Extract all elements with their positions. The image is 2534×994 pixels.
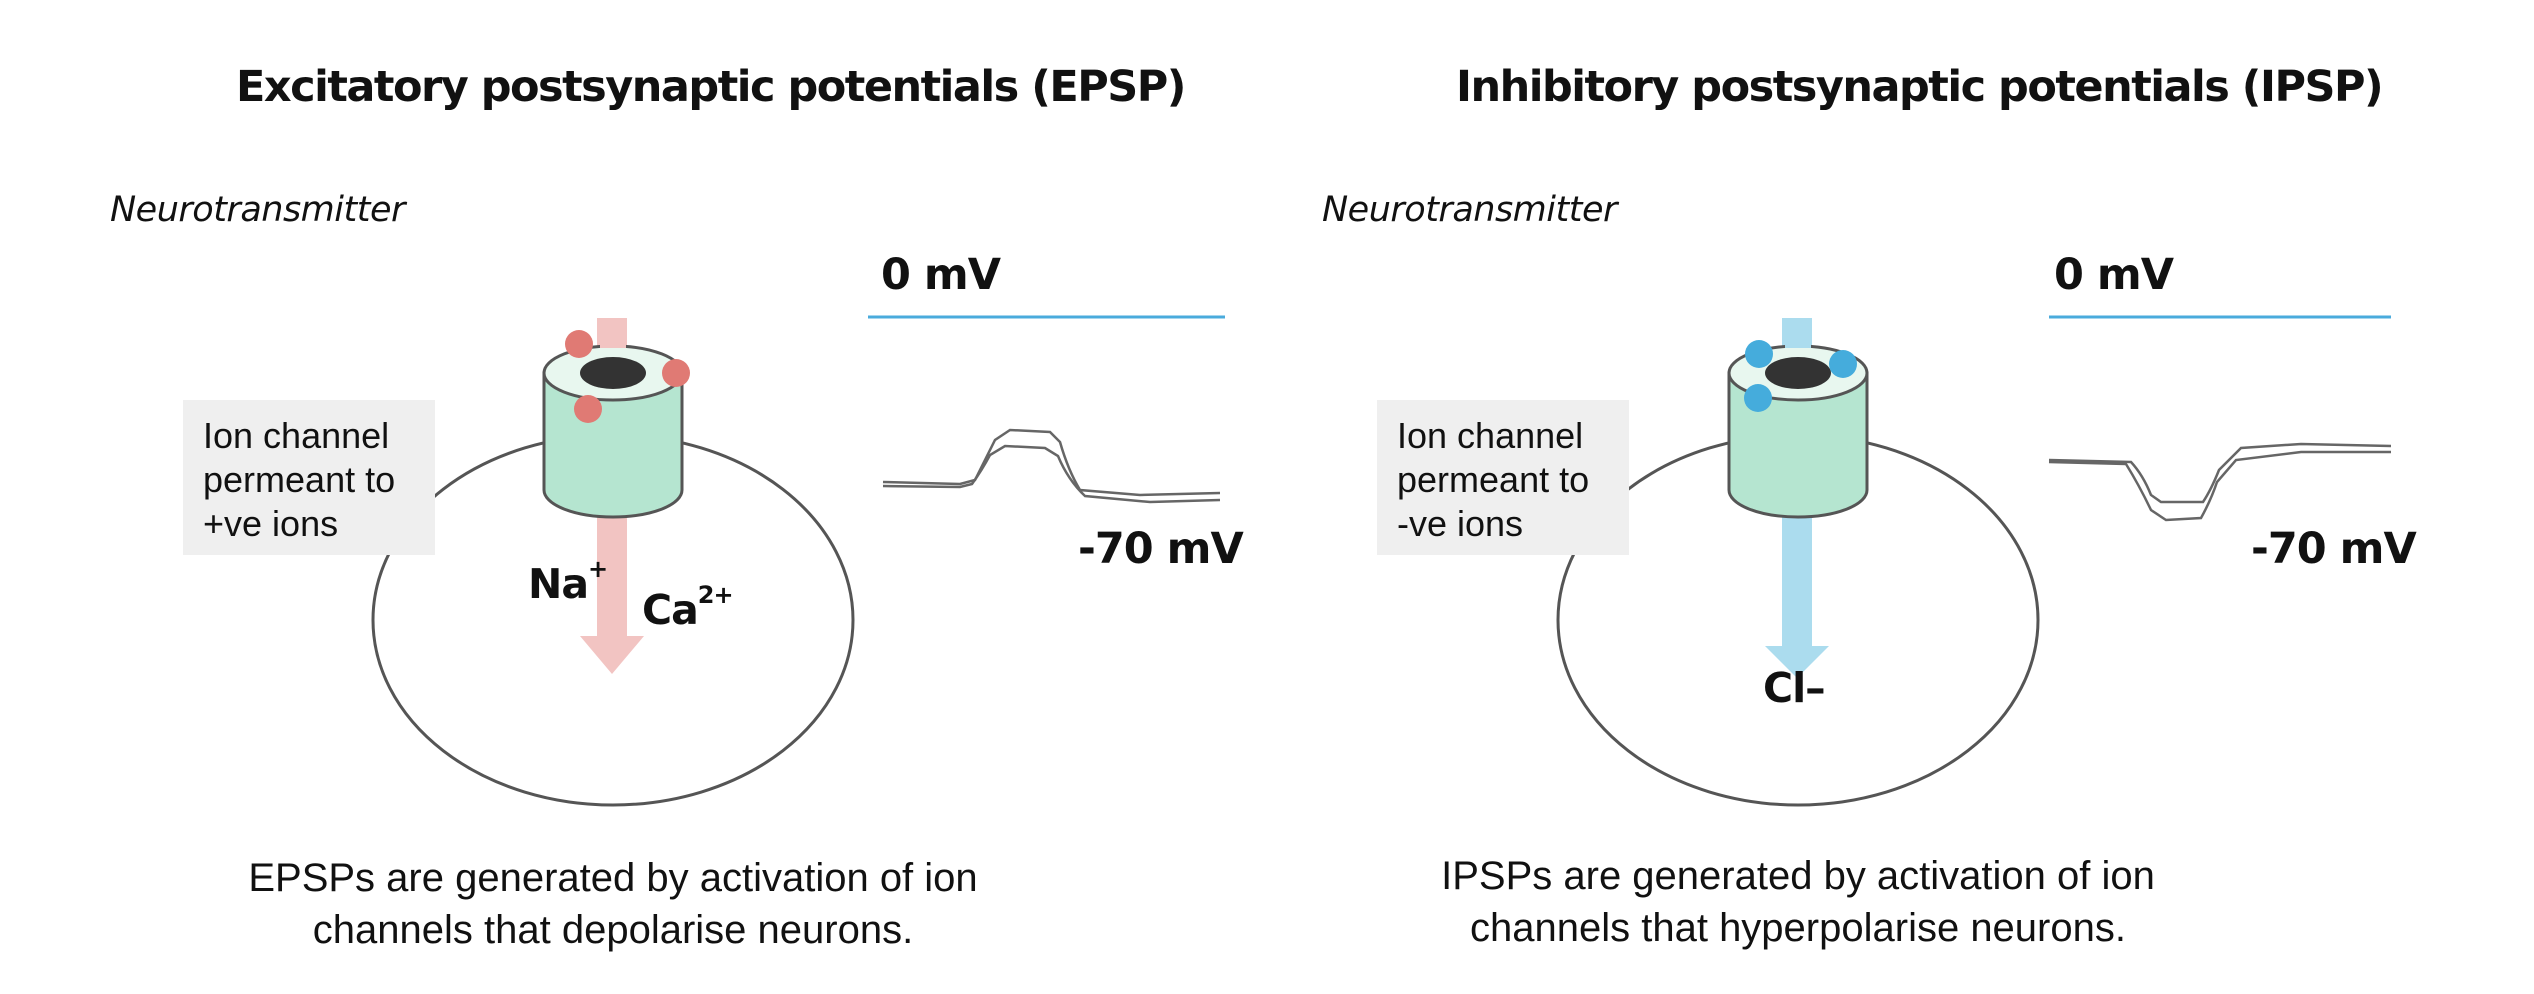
neurotransmitter-molecule [1745, 340, 1773, 368]
caption-line: EPSPs are generated by activation of ion [248, 856, 978, 900]
zero-mv-label: 0 mV [2054, 250, 2174, 300]
ion-channel-label-line: +ve ions [203, 503, 339, 544]
resting-mv-label: -70 mV [2251, 524, 2417, 574]
epsp-title: Excitatory postsynaptic potentials (EPSP… [236, 62, 1186, 112]
neurotransmitter-label: Neurotransmitter [110, 190, 405, 230]
neurotransmitter-molecule [574, 395, 602, 423]
ipsp-panel: Inhibitory postsynaptic potentials (IPSP… [1211, 0, 2478, 994]
resting-mv-label: -70 mV [1078, 524, 1244, 574]
neurotransmitter-molecules [1744, 340, 1857, 412]
chloride-ion-label: Cl– [1763, 664, 1826, 712]
ion-channel-label-line: permeant to [1397, 459, 1590, 500]
calcium-ion-label: Ca2+ [642, 581, 734, 634]
neurotransmitter-molecule [1744, 384, 1772, 412]
neurotransmitter-molecules [565, 330, 690, 423]
ipsp-caption: IPSPs are generated by activation of ion… [1348, 850, 2248, 954]
epsp-diagram [371, 315, 1225, 807]
ipsp-title: Inhibitory postsynaptic potentials (IPSP… [1456, 62, 2384, 112]
membrane-trace [2048, 315, 2392, 522]
caption-line: channels that depolarise neurons. [312, 908, 914, 952]
ion-channel-label-line: -ve ions [1397, 503, 1524, 544]
neurotransmitter-molecule [1829, 350, 1857, 378]
sodium-ion-label: Na+ [528, 555, 608, 608]
ion-channel-label-line: Ion channel [203, 415, 390, 456]
channel-pore [580, 357, 646, 389]
epsp-caption: EPSPs are generated by activation of ion… [163, 852, 1063, 956]
ion-channel-label-box: Ion channel permeant to -ve ions [1377, 400, 1629, 555]
neurotransmitter-molecule [565, 330, 593, 358]
caption-line: IPSPs are generated by activation of ion [1441, 854, 2155, 898]
neurotransmitter-molecule [662, 359, 690, 387]
epsp-panel: Excitatory postsynaptic potentials (EPSP… [110, 62, 1244, 956]
neurotransmitter-label: Neurotransmitter [1322, 190, 1617, 230]
ipsp-diagram [1556, 315, 2392, 807]
caption-line: channels that hyperpolarise neurons. [1470, 906, 2126, 950]
zero-mv-label: 0 mV [881, 250, 1001, 300]
ion-channel [542, 318, 684, 519]
ion-channel-label-line: Ion channel [1397, 415, 1584, 456]
ion-channel-label-box: Ion channel permeant to +ve ions [183, 400, 435, 555]
channel-pore [1765, 357, 1831, 389]
ion-channel-label-line: permeant to [203, 459, 396, 500]
membrane-trace [868, 315, 1225, 504]
